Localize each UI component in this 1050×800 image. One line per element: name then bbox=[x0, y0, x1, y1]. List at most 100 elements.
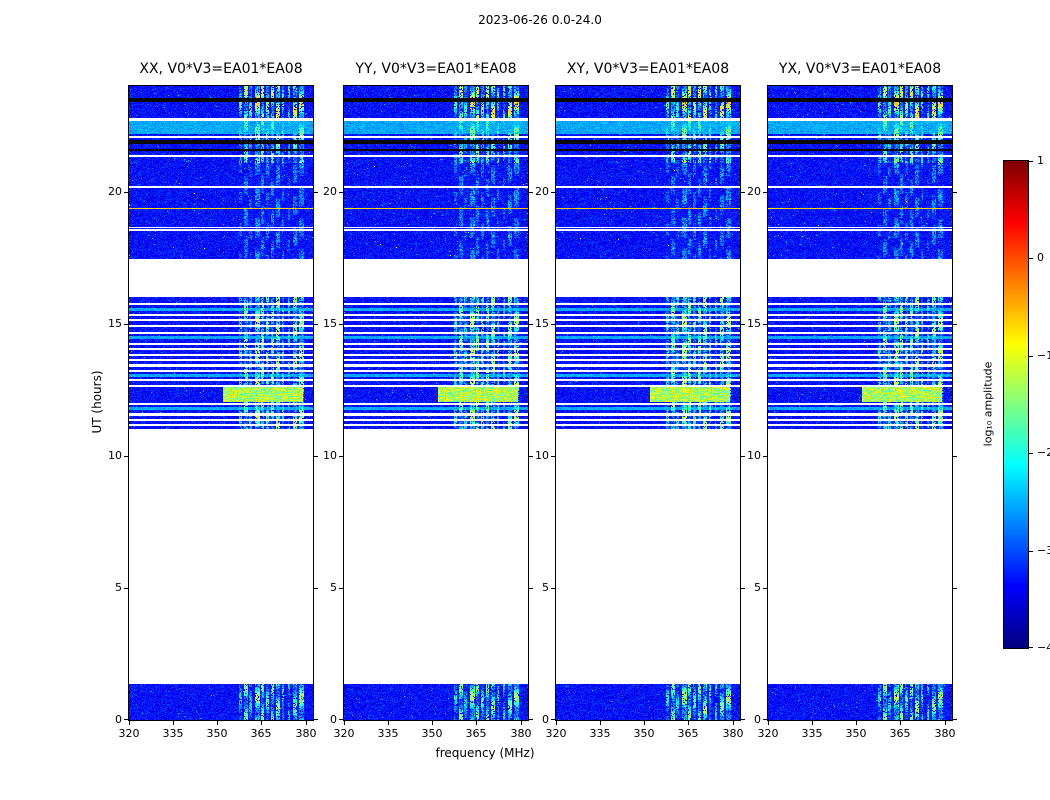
y-tick bbox=[124, 456, 128, 457]
spectrogram-canvas-xy bbox=[556, 86, 740, 720]
x-tick-label: 350 bbox=[845, 727, 867, 740]
x-tick-label: 380 bbox=[722, 727, 744, 740]
y-tick-label: 5 bbox=[542, 581, 549, 594]
y-tick bbox=[339, 588, 343, 589]
spectrogram-canvas-yx bbox=[768, 86, 952, 720]
y-tick-label: 15 bbox=[535, 317, 549, 330]
figure-title: 2023-06-26 0.0-24.0 bbox=[478, 13, 602, 27]
x-tick bbox=[856, 721, 857, 725]
x-tick bbox=[476, 721, 477, 725]
x-tick bbox=[644, 721, 645, 725]
x-tick bbox=[261, 721, 262, 725]
x-tick-label: 380 bbox=[510, 727, 532, 740]
x-tick bbox=[217, 721, 218, 725]
y-tick bbox=[551, 324, 555, 325]
y-tick-label: 10 bbox=[535, 449, 549, 462]
y-tick-label: 5 bbox=[115, 581, 122, 594]
y-tick-label: 0 bbox=[542, 713, 549, 726]
x-tick bbox=[945, 721, 946, 725]
colorbar-gradient bbox=[1004, 161, 1028, 648]
y-tick-label: 5 bbox=[754, 581, 761, 594]
y-tick bbox=[741, 324, 745, 325]
y-tick-label: 0 bbox=[115, 713, 122, 726]
y-tick bbox=[339, 719, 343, 720]
y-tick bbox=[551, 588, 555, 589]
x-tick bbox=[768, 721, 769, 725]
x-tick bbox=[521, 721, 522, 725]
colorbar-tick bbox=[1029, 161, 1033, 162]
y-tick bbox=[529, 588, 533, 589]
y-tick bbox=[339, 324, 343, 325]
x-tick bbox=[432, 721, 433, 725]
y-tick-label: 5 bbox=[330, 581, 337, 594]
y-tick bbox=[741, 719, 745, 720]
x-tick bbox=[733, 721, 734, 725]
spectrogram-plot-yy: 0 5 10 15 20 320 335 350 365 380 bbox=[323, 85, 533, 740]
y-tick-label: 0 bbox=[330, 713, 337, 726]
y-tick bbox=[763, 588, 767, 589]
y-tick-label: 15 bbox=[108, 317, 122, 330]
colorbar-tick-label: −4 bbox=[1037, 641, 1050, 654]
y-tick-label: 15 bbox=[747, 317, 761, 330]
spectrogram-plot-xy: 0 5 10 15 20 320 335 350 365 380 bbox=[535, 85, 745, 740]
y-tick bbox=[741, 588, 745, 589]
x-tick-label: 320 bbox=[545, 727, 567, 740]
colorbar-tick-label: −2 bbox=[1037, 446, 1050, 459]
y-tick bbox=[339, 192, 343, 193]
x-tick-label: 350 bbox=[206, 727, 228, 740]
colorbar-tick-label: 1 bbox=[1037, 154, 1044, 167]
panel-xy: XY, V0*V3=EA01*EA08 0 5 10 15 20 320 335 350 365 3… bbox=[535, 61, 745, 740]
x-tick bbox=[812, 721, 813, 725]
x-tick-label: 335 bbox=[162, 727, 184, 740]
y-tick bbox=[124, 719, 128, 720]
colorbar: log₁₀ amplitude 1 0 −1 −2 −3 −4 bbox=[982, 154, 1050, 654]
panel-title-xx: XX, V0*V3=EA01*EA08 bbox=[139, 61, 303, 77]
x-tick bbox=[600, 721, 601, 725]
panel-xx: XX, V0*V3=EA01*EA08 0 5 10 15 20 320 335 350 365 3… bbox=[108, 61, 318, 740]
x-tick-label: 365 bbox=[889, 727, 911, 740]
x-tick bbox=[306, 721, 307, 725]
y-tick bbox=[763, 192, 767, 193]
y-tick bbox=[124, 588, 128, 589]
x-tick bbox=[388, 721, 389, 725]
y-tick-label: 20 bbox=[323, 185, 337, 198]
y-tick bbox=[124, 192, 128, 193]
y-tick-label: 0 bbox=[754, 713, 761, 726]
x-tick-label: 365 bbox=[250, 727, 272, 740]
y-tick bbox=[314, 192, 318, 193]
x-tick-label: 350 bbox=[421, 727, 443, 740]
colorbar-box: log₁₀ amplitude 1 0 −1 −2 −3 −4 bbox=[982, 154, 1050, 654]
x-tick bbox=[556, 721, 557, 725]
spectrogram-canvas-xx bbox=[129, 86, 313, 720]
x-tick-label: 320 bbox=[757, 727, 779, 740]
colorbar-tick bbox=[1029, 551, 1033, 552]
colorbar-label: log₁₀ amplitude bbox=[981, 361, 995, 447]
x-tick-label: 380 bbox=[295, 727, 317, 740]
x-axis-label: frequency (MHz) bbox=[435, 746, 535, 760]
x-tick bbox=[129, 721, 130, 725]
panel-title-yx: YX, V0*V3=EA01*EA08 bbox=[778, 61, 942, 77]
colorbar-tick bbox=[1029, 258, 1033, 259]
colorbar-tick bbox=[1029, 356, 1033, 357]
y-tick-label: 10 bbox=[108, 449, 122, 462]
y-tick bbox=[529, 192, 533, 193]
colorbar-tick bbox=[1029, 647, 1033, 648]
panel-title-yy: YY, V0*V3=EA01*EA08 bbox=[355, 61, 517, 77]
y-tick bbox=[529, 456, 533, 457]
x-tick-label: 350 bbox=[633, 727, 655, 740]
colorbar-tick-label: 0 bbox=[1037, 251, 1044, 264]
x-tick-label: 380 bbox=[934, 727, 956, 740]
y-tick bbox=[953, 192, 957, 193]
colorbar-tick bbox=[1029, 453, 1033, 454]
y-tick bbox=[551, 719, 555, 720]
y-tick bbox=[339, 456, 343, 457]
x-tick-label: 335 bbox=[377, 727, 399, 740]
y-tick-label: 15 bbox=[323, 317, 337, 330]
y-tick-label: 20 bbox=[535, 185, 549, 198]
y-tick bbox=[763, 456, 767, 457]
colorbar-tick-label: −3 bbox=[1037, 544, 1050, 557]
y-axis-label: UT (hours) bbox=[90, 370, 104, 434]
y-tick bbox=[314, 588, 318, 589]
y-tick bbox=[529, 719, 533, 720]
